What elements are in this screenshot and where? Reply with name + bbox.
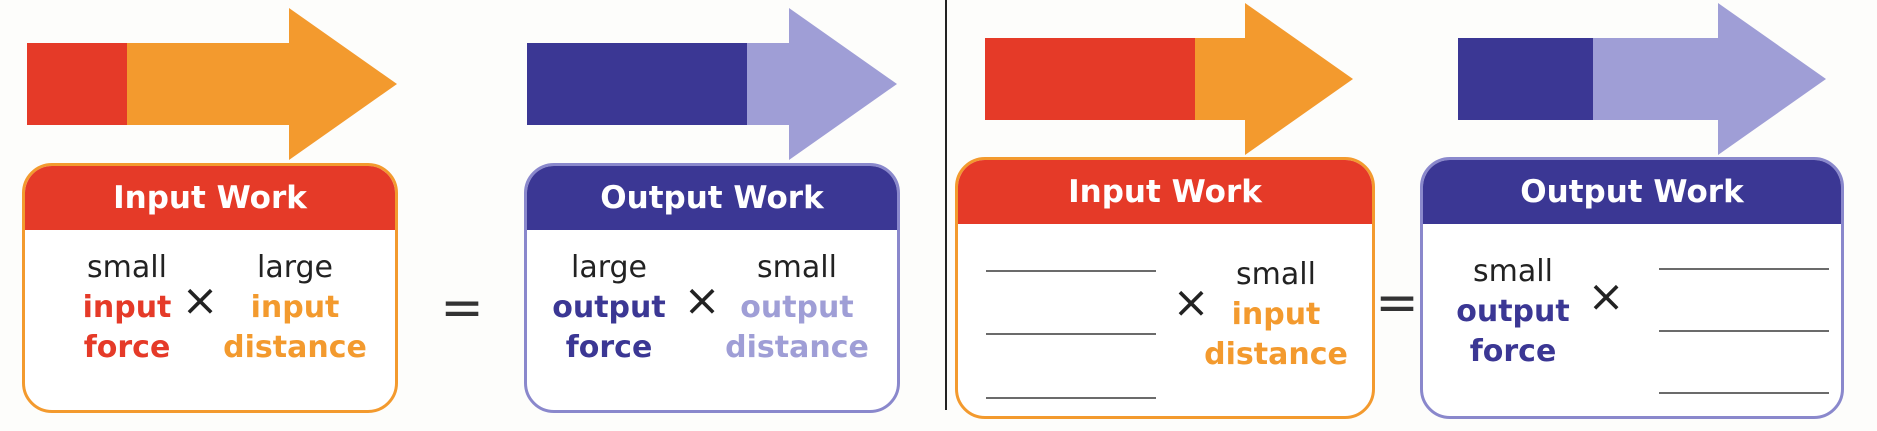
multiply-sign: ×: [683, 275, 721, 326]
input-force-bar: [27, 43, 127, 125]
input-distance-term: large input distance: [215, 248, 375, 368]
input-distance-label-1: input: [250, 290, 340, 325]
input-work-box: Input Work small input force × large inp…: [22, 163, 398, 413]
exercise-input-distance-term: small input distance: [1196, 255, 1356, 375]
answer-blank[interactable]: [986, 333, 1156, 335]
section-divider: [945, 0, 947, 410]
exercise-input-work-box: Input Work × small input distance: [955, 157, 1375, 419]
exercise-output-work-box: Output Work small output force ×: [1420, 157, 1844, 419]
output-force-size: large: [570, 250, 648, 285]
exercise-output-work-arrow: [1458, 3, 1826, 155]
input-force-size: small: [87, 250, 167, 285]
exercise-input-distance-arrow: [1195, 3, 1353, 155]
output-force-term: large output force: [529, 248, 689, 368]
output-force-label-1: output: [552, 290, 666, 325]
multiply-sign: ×: [1587, 271, 1625, 322]
output-distance-label-1: output: [740, 290, 854, 325]
exercise-output-force-term: small output force: [1433, 252, 1593, 372]
exercise-output-force-label-2: force: [1469, 334, 1557, 369]
answer-blank[interactable]: [1659, 330, 1829, 332]
output-distance-term: small output distance: [717, 248, 877, 368]
input-distance-label-2: distance: [223, 330, 367, 365]
exercise-input-distance-label-1: input: [1231, 297, 1321, 332]
input-force-label-1: input: [82, 290, 172, 325]
multiply-sign: ×: [181, 275, 219, 326]
exercise-input-distance-label-2: distance: [1204, 337, 1348, 372]
exercise-input-work-arrow: [985, 3, 1353, 155]
input-work-arrow: [27, 8, 397, 160]
input-distance-size: large: [256, 250, 334, 285]
exercise-input-force-bar: [985, 38, 1195, 120]
exercise-output-force-bar: [1458, 38, 1593, 120]
output-distance-label-2: distance: [725, 330, 869, 365]
output-work-box: Output Work large output force × small o…: [524, 163, 900, 413]
equals-sign: =: [1375, 273, 1419, 333]
exercise-input-distance-size: small: [1236, 257, 1316, 292]
input-distance-arrow: [127, 8, 397, 160]
output-force-bar: [527, 43, 747, 125]
answer-blank[interactable]: [986, 397, 1156, 399]
multiply-sign: ×: [1172, 277, 1210, 328]
output-work-arrow: [527, 8, 897, 160]
output-distance-arrow: [747, 8, 897, 160]
exercise-output-work-title: Output Work: [1423, 160, 1841, 224]
exercise-output-force-label-1: output: [1456, 294, 1570, 329]
answer-blank[interactable]: [986, 270, 1156, 272]
input-work-title: Input Work: [25, 166, 395, 230]
output-distance-size: small: [757, 250, 837, 285]
exercise-output-force-size: small: [1473, 254, 1553, 289]
answer-blank[interactable]: [1659, 392, 1829, 394]
input-force-label-2: force: [83, 330, 171, 365]
output-force-label-2: force: [565, 330, 653, 365]
exercise-output-distance-arrow: [1593, 3, 1826, 155]
answer-blank[interactable]: [1659, 268, 1829, 270]
exercise-input-work-title: Input Work: [958, 160, 1372, 224]
output-work-title: Output Work: [527, 166, 897, 230]
input-force-term: small input force: [47, 248, 207, 368]
equals-sign: =: [440, 278, 484, 338]
